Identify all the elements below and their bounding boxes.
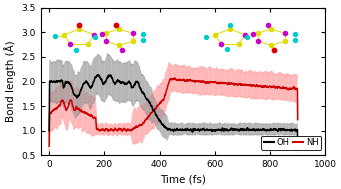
Point bbox=[46, 138, 52, 141]
Point bbox=[46, 136, 52, 139]
Point bbox=[47, 138, 52, 141]
Point bbox=[47, 140, 52, 143]
X-axis label: Time (fs): Time (fs) bbox=[160, 175, 206, 185]
Point bbox=[46, 142, 52, 145]
Point bbox=[47, 143, 52, 146]
Point bbox=[47, 142, 52, 145]
Legend: OH, NH: OH, NH bbox=[261, 136, 321, 150]
Point bbox=[46, 141, 52, 144]
Point bbox=[46, 143, 52, 146]
Point bbox=[47, 138, 52, 141]
Point bbox=[47, 140, 52, 143]
Point bbox=[47, 139, 52, 142]
Point bbox=[47, 136, 52, 139]
Point bbox=[46, 143, 52, 146]
Point bbox=[46, 138, 52, 141]
Point bbox=[46, 140, 52, 143]
Point bbox=[46, 139, 52, 142]
Point bbox=[47, 138, 52, 141]
Point bbox=[46, 138, 52, 141]
Point bbox=[46, 135, 52, 138]
Point bbox=[47, 138, 52, 141]
Point bbox=[47, 135, 52, 138]
Point bbox=[47, 139, 52, 142]
Point bbox=[47, 136, 52, 139]
Y-axis label: Bond length (Å): Bond length (Å) bbox=[4, 41, 16, 122]
Point bbox=[47, 141, 52, 144]
Point bbox=[46, 136, 52, 139]
Point bbox=[46, 139, 52, 142]
Point bbox=[46, 141, 52, 144]
Point bbox=[46, 138, 52, 141]
Point bbox=[46, 140, 52, 143]
Point bbox=[47, 141, 52, 144]
Point bbox=[46, 138, 52, 141]
Point bbox=[46, 138, 52, 141]
Point bbox=[47, 138, 52, 141]
Point bbox=[47, 135, 52, 138]
Point bbox=[46, 140, 52, 143]
Point bbox=[47, 143, 52, 146]
Point bbox=[47, 138, 52, 141]
Point bbox=[47, 140, 52, 143]
Point bbox=[46, 135, 52, 138]
